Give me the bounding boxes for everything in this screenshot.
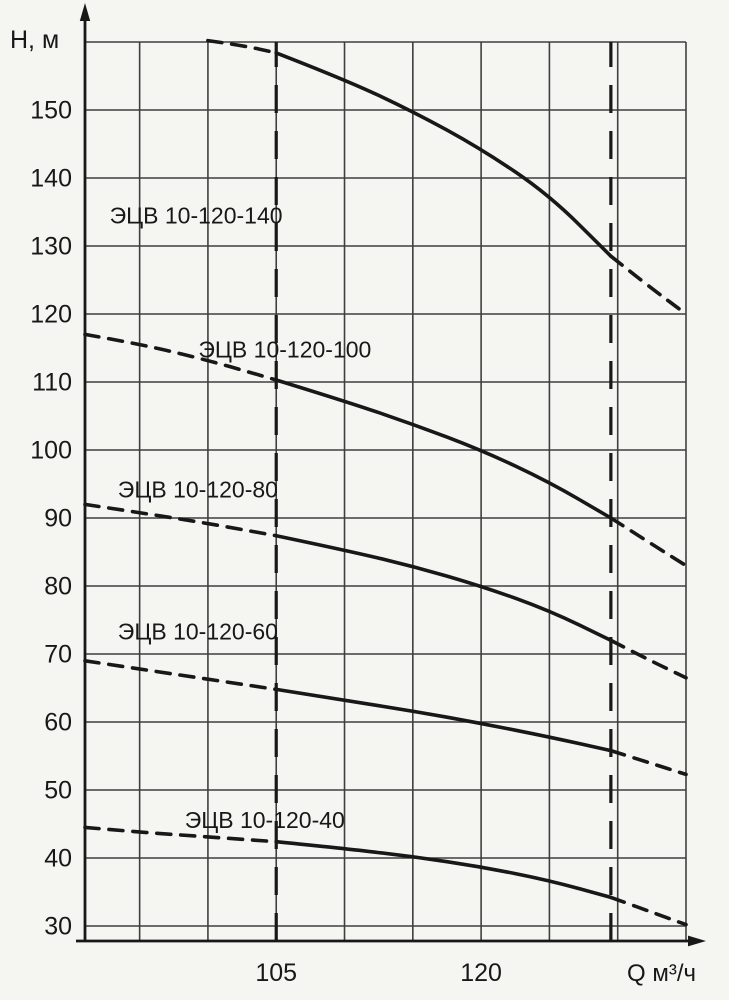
pump-curve-1-dashed-right xyxy=(609,516,688,568)
y-tick-label: 40 xyxy=(44,845,72,873)
x-axis-title: Q м³/ч xyxy=(627,960,696,987)
y-tick-label: 100 xyxy=(30,437,72,465)
curve-label: ЭЦВ 10-120-140 xyxy=(110,202,283,228)
curve-label: ЭЦВ 10-120-80 xyxy=(118,476,278,502)
y-tick-label: 80 xyxy=(44,573,72,601)
y-axis-arrow-icon xyxy=(79,3,91,21)
curve-label: ЭЦВ 10-120-100 xyxy=(198,336,371,362)
y-tick-label: 110 xyxy=(32,369,72,397)
y-tick-label: 130 xyxy=(30,233,72,261)
y-tick-label: 30 xyxy=(44,913,72,941)
curve-label: ЭЦВ 10-120-40 xyxy=(185,807,345,833)
pump-curve-2-solid xyxy=(274,533,613,643)
pump-curve-2-dashed-right xyxy=(609,638,688,680)
pump-curve-0-dashed-right xyxy=(609,254,688,316)
pump-curve-0-solid xyxy=(274,51,613,258)
x-axis-arrow-icon xyxy=(688,935,706,947)
pump-curve-2-dashed-left xyxy=(83,502,278,538)
curve-label: ЭЦВ 10-120-60 xyxy=(118,619,278,645)
y-tick-label: 140 xyxy=(30,165,72,193)
pump-curve-0-dashed-left xyxy=(206,38,278,55)
y-tick-label: 150 xyxy=(30,97,72,125)
y-tick-label: 70 xyxy=(44,641,72,669)
pump-curve-4-dashed-right xyxy=(609,895,688,927)
pump-curve-3-solid xyxy=(274,687,613,753)
pump-curve-1-solid xyxy=(274,378,613,520)
pump-curve-3-dashed-right xyxy=(609,748,688,777)
y-tick-label: 50 xyxy=(44,777,72,805)
pump-curve-4-solid xyxy=(274,839,613,900)
pump-curve-3-dashed-left xyxy=(83,659,278,692)
pump-curve-4-dashed-left xyxy=(83,825,278,844)
y-tick-label: 120 xyxy=(30,301,72,329)
y-tick-label: 60 xyxy=(44,709,72,737)
y-tick-label: 90 xyxy=(44,505,72,533)
x-tick-label: 105 xyxy=(255,959,297,987)
pump-curve-1-dashed-left xyxy=(83,332,278,382)
x-tick-label: 120 xyxy=(460,959,502,987)
y-axis-title: H, м xyxy=(10,26,59,54)
